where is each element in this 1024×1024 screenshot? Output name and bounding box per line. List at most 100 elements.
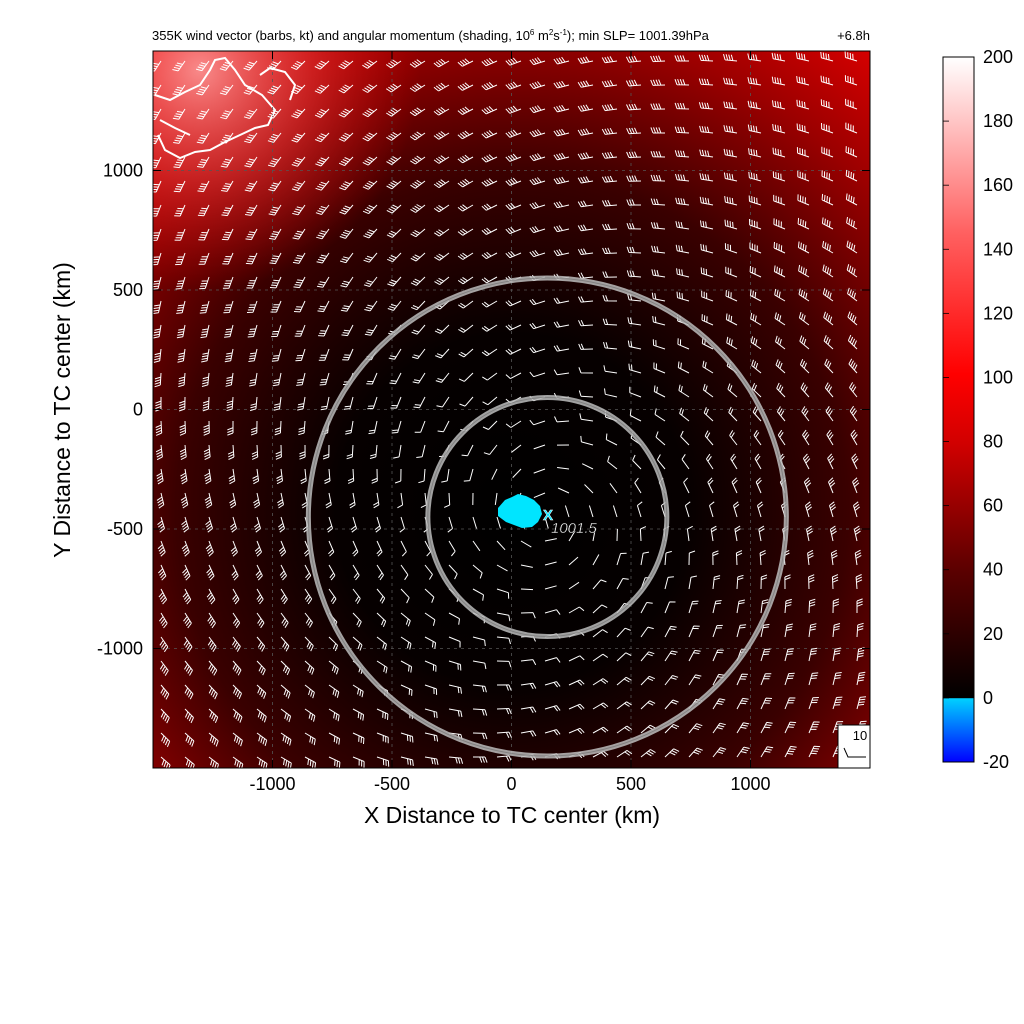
wind-barb [267,84,282,95]
wind-barb [481,276,498,284]
wind-barb [153,348,162,363]
wind-barb [232,684,242,700]
wind-barb [195,60,210,72]
wind-barb [292,228,306,240]
colorbar-tick-label: 60 [983,496,1003,516]
x-tick-label: -1000 [249,774,295,794]
wind-barb [850,429,858,446]
wind-barb [578,390,594,398]
wind-barb [318,348,330,361]
wind-barb [709,501,715,518]
wind-barb [160,684,170,700]
wind-barb [153,276,162,290]
wind-barb [292,252,306,264]
wind-barb [400,636,412,650]
wind-barb [409,131,426,141]
wind-barb [256,588,264,605]
wind-barb [247,324,258,338]
x-tick-label: 0 [506,774,516,794]
wind-barb [616,652,632,662]
wind-barb [512,468,522,478]
wind-barb [736,722,750,734]
wind-barb [496,588,510,599]
plot-area [153,51,870,768]
wind-barb [325,492,332,509]
wind-barb [544,538,557,542]
wind-barb [342,348,354,361]
wind-barb [304,756,317,768]
wind-barb [702,383,714,398]
wind-barb [760,599,769,614]
wind-barb [158,564,167,581]
wind-barb [393,444,402,459]
wind-barb [347,468,355,484]
wind-barb [776,382,786,398]
wind-barb [280,708,292,723]
wind-barb [496,516,501,529]
wind-barb [748,171,762,182]
colorbar-tick-label: -20 [983,752,1009,772]
wind-barb [603,365,618,374]
wind-barb [159,660,169,676]
wind-barb [293,276,306,289]
wind-barb [434,324,450,334]
wind-barb [491,468,498,480]
wind-barb [280,756,292,768]
wind-barb [760,697,773,710]
wind-barb [699,173,714,182]
wind-barb [505,202,522,210]
wind-barb [529,346,546,354]
wind-barb [650,222,666,230]
wind-barb [736,746,750,758]
wind-barb [650,127,665,134]
wind-barb [568,606,585,614]
wind-barb [256,732,268,747]
wind-barb [808,721,820,734]
wind-barb [202,396,210,412]
wind-barb [601,56,618,64]
wind-barb [664,723,680,734]
wind-barb [760,721,773,734]
wind-barb [759,550,766,566]
wind-barb [754,453,762,470]
wind-barb [592,726,609,734]
wind-barb [854,549,862,566]
wind-barb [674,55,689,62]
wind-barb [533,492,546,499]
wind-barb [219,60,234,71]
wind-barb [200,324,210,339]
wind-barb [607,455,618,470]
wind-barb [268,180,282,192]
wind-barb [730,453,738,470]
colorbar-tick-label: 120 [983,303,1013,323]
wind-barb [784,623,793,638]
wind-barb [418,468,426,484]
radius-rings [305,275,789,759]
wind-barb [338,132,354,142]
wind-barb [208,660,218,676]
wind-barb [626,270,642,278]
wind-barb [410,155,426,165]
wind-barb [520,588,534,591]
wind-barb [386,156,402,166]
colorbar-tick-label: 0 [983,688,993,708]
wind-barb [628,363,642,374]
wind-barb [629,409,642,422]
wind-barb [473,756,488,763]
colorbar-tick-label: 200 [983,47,1013,67]
wind-barb [228,468,236,485]
wind-barb [472,540,481,552]
wind-barb [269,252,282,265]
wind-barb [232,588,240,605]
wind-barb [328,564,336,581]
wind-barb [409,107,426,117]
wind-barb [698,54,714,62]
wind-barb [688,649,701,662]
wind-barb [363,228,378,239]
wind-barb [856,696,867,710]
wind-barb [699,149,714,158]
wind-barb [155,444,163,461]
wind-barb [463,468,474,482]
wind-barb [725,313,738,326]
wind-barb [852,477,860,494]
